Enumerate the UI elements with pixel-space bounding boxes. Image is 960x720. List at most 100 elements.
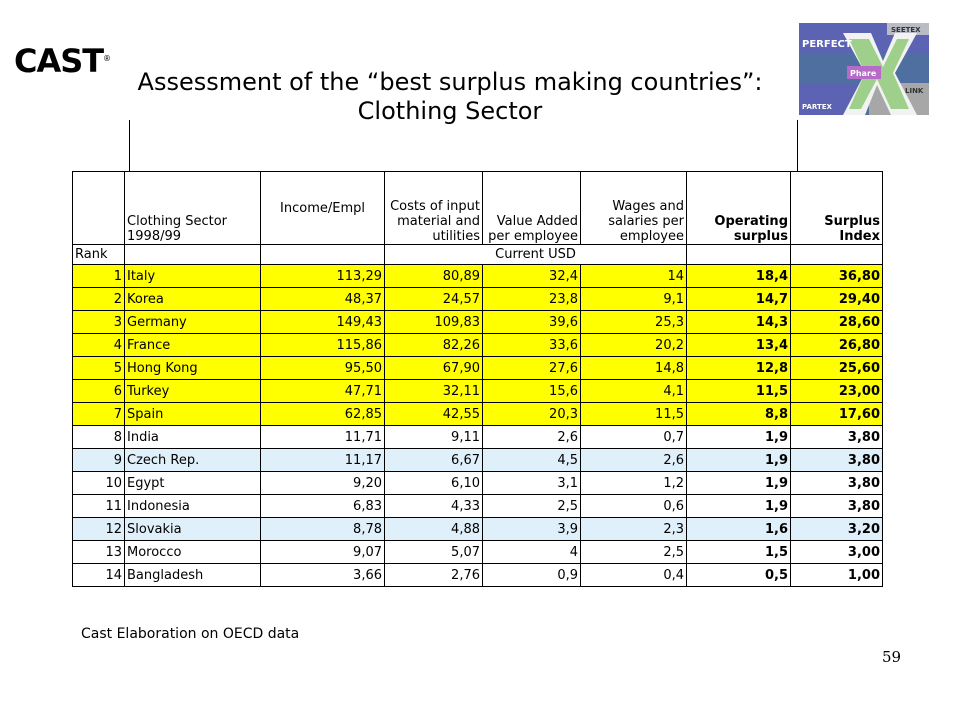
- table-row: 3 Germany 149,43 109,83 39,6 25,3 14,3 28,60: [72, 310, 883, 334]
- cell-income: 115,86: [260, 333, 385, 357]
- header-rank: [72, 171, 125, 245]
- table-row: 14 Bangladesh 3,66 2,76 0,9 0,4 0,5 1,00: [72, 563, 883, 587]
- cell-country: France: [124, 333, 261, 357]
- perfect-partex-seetex-link-logo: PERFECT SEETEX Phare PARTEX LINK: [799, 23, 929, 115]
- cell-wages: 2,3: [580, 517, 687, 541]
- cell-income: 8,78: [260, 517, 385, 541]
- cell-costs: 6,10: [384, 471, 483, 495]
- cell-costs: 32,11: [384, 379, 483, 403]
- cell-va: 0,9: [482, 563, 581, 587]
- cell-rank: 9: [72, 448, 125, 472]
- cell-op: 12,8: [686, 356, 791, 380]
- cell-op: 1,9: [686, 425, 791, 449]
- cell-op: 1,9: [686, 494, 791, 518]
- cell-op: 14,7: [686, 287, 791, 311]
- cell-costs: 82,26: [384, 333, 483, 357]
- header-sector: Clothing Sector 1998/99: [124, 171, 261, 245]
- cell-country: Czech Rep.: [124, 448, 261, 472]
- surplus-table: Clothing Sector 1998/99 Income/Empl Cost…: [72, 171, 883, 587]
- cell-income: 62,85: [260, 402, 385, 426]
- cell-income: 149,43: [260, 310, 385, 334]
- header-costs: Costs of input material and utilities: [384, 171, 483, 245]
- cast-logo: CAST: [14, 42, 104, 80]
- cell-si: 28,60: [790, 310, 883, 334]
- cell-va: 3,1: [482, 471, 581, 495]
- cell-rank: 6: [72, 379, 125, 403]
- cell-op: 14,3: [686, 310, 791, 334]
- page-number: 59: [882, 648, 902, 666]
- cell-wages: 9,1: [580, 287, 687, 311]
- cell-rank: 10: [72, 471, 125, 495]
- cell-costs: 67,90: [384, 356, 483, 380]
- cell-rank: 3: [72, 310, 125, 334]
- cell-wages: 0,4: [580, 563, 687, 587]
- cell-wages: 1,2: [580, 471, 687, 495]
- cell-country: Turkey: [124, 379, 261, 403]
- logo-right-center-text: Phare: [850, 69, 877, 78]
- cell-costs: 9,11: [384, 425, 483, 449]
- cell-wages: 25,3: [580, 310, 687, 334]
- cell-rank: 4: [72, 333, 125, 357]
- cell-wages: 20,2: [580, 333, 687, 357]
- table-row: 6 Turkey 47,71 32,11 15,6 4,1 11,5 23,00: [72, 379, 883, 403]
- table-row: 13 Morocco 9,07 5,07 4 2,5 1,5 3,00: [72, 540, 883, 564]
- cell-country: Germany: [124, 310, 261, 334]
- cell-costs: 2,76: [384, 563, 483, 587]
- cell-income: 11,71: [260, 425, 385, 449]
- logo-right-top-text: SEETEX: [891, 26, 921, 34]
- cell-rank: 11: [72, 494, 125, 518]
- cell-si: 36,80: [790, 264, 883, 288]
- logo-right-bottom-right-text: LINK: [905, 87, 924, 95]
- cell-va: 2,5: [482, 494, 581, 518]
- logo-right-bottom-left-text: PARTEX: [802, 103, 833, 111]
- cell-si: 3,20: [790, 517, 883, 541]
- cell-costs: 80,89: [384, 264, 483, 288]
- header-income: Income/Empl: [260, 171, 385, 245]
- cell-country: Bangladesh: [124, 563, 261, 587]
- cell-si: 3,80: [790, 448, 883, 472]
- source-note: Cast Elaboration on OECD data: [81, 626, 300, 642]
- table-row: 11 Indonesia 6,83 4,33 2,5 0,6 1,9 3,80: [72, 494, 883, 518]
- cell-si: 3,80: [790, 471, 883, 495]
- cell-income: 95,50: [260, 356, 385, 380]
- cell-income: 11,17: [260, 448, 385, 472]
- cell-si: 3,80: [790, 494, 883, 518]
- page-title: Assessment of the “best surplus making c…: [80, 68, 820, 126]
- cell-costs: 6,67: [384, 448, 483, 472]
- header-surplus: Surplus Index: [790, 171, 883, 245]
- table-units-row: Rank Current USD: [72, 244, 883, 265]
- cell-rank: 1: [72, 264, 125, 288]
- units-label: Current USD: [384, 244, 687, 265]
- title-line-1: Assessment of the “best surplus making c…: [137, 68, 763, 96]
- table-header-row: Clothing Sector 1998/99 Income/Empl Cost…: [72, 171, 883, 245]
- header-operating: Operating surplus: [686, 171, 791, 245]
- cell-rank: 2: [72, 287, 125, 311]
- cell-rank: 14: [72, 563, 125, 587]
- cell-va: 3,9: [482, 517, 581, 541]
- cell-wages: 14,8: [580, 356, 687, 380]
- cell-si: 17,60: [790, 402, 883, 426]
- divider-right: [797, 120, 798, 171]
- cell-va: 4,5: [482, 448, 581, 472]
- cell-va: 39,6: [482, 310, 581, 334]
- cell-va: 23,8: [482, 287, 581, 311]
- cell-va: 15,6: [482, 379, 581, 403]
- logo-right-left-text: PERFECT: [802, 39, 852, 50]
- cell-wages: 2,6: [580, 448, 687, 472]
- cell-country: Italy: [124, 264, 261, 288]
- cell-costs: 42,55: [384, 402, 483, 426]
- cell-si: 25,60: [790, 356, 883, 380]
- units-empty-1: [124, 244, 261, 265]
- cell-costs: 4,33: [384, 494, 483, 518]
- cell-si: 1,00: [790, 563, 883, 587]
- cell-op: 0,5: [686, 563, 791, 587]
- cell-income: 47,71: [260, 379, 385, 403]
- cell-op: 11,5: [686, 379, 791, 403]
- divider-left: [129, 120, 130, 171]
- cell-wages: 0,7: [580, 425, 687, 449]
- cell-rank: 13: [72, 540, 125, 564]
- cell-country: Indonesia: [124, 494, 261, 518]
- table-row: 5 Hong Kong 95,50 67,90 27,6 14,8 12,8 25,60: [72, 356, 883, 380]
- cell-rank: 5: [72, 356, 125, 380]
- header-wages: Wages and salaries per employee: [580, 171, 687, 245]
